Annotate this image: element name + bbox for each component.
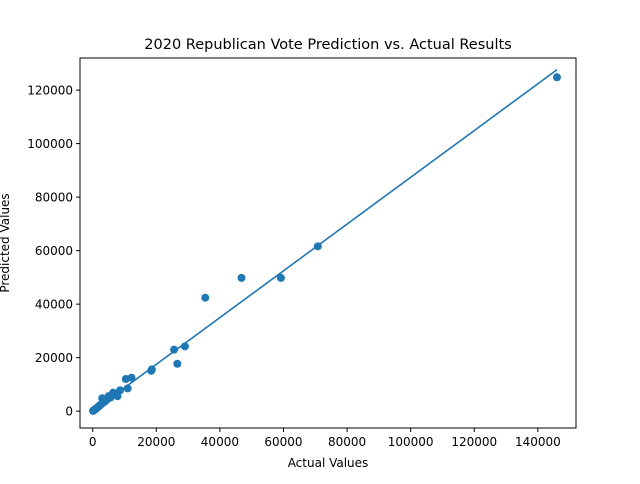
data-point	[170, 345, 179, 354]
data-point	[121, 375, 130, 384]
y-tick-label: 120000	[27, 84, 73, 98]
x-tick-label: 40000	[201, 435, 239, 449]
data-point	[147, 366, 156, 375]
x-tick-label: 80000	[328, 435, 366, 449]
data-point	[276, 273, 285, 282]
y-tick-label: 0	[65, 405, 73, 419]
data-point	[173, 359, 182, 368]
data-point	[89, 406, 98, 415]
y-tick-label: 40000	[35, 298, 73, 312]
data-point	[237, 273, 246, 282]
x-tick-label: 0	[89, 435, 97, 449]
x-tick-label: 120000	[451, 435, 497, 449]
x-tick-label: 60000	[264, 435, 302, 449]
x-tick-label: 20000	[137, 435, 175, 449]
data-point	[180, 342, 189, 351]
plot-area	[89, 69, 561, 415]
x-tick-label: 140000	[515, 435, 561, 449]
x-tick-label: 100000	[388, 435, 434, 449]
fit-line	[92, 69, 558, 412]
data-point	[552, 73, 561, 82]
plot-frame	[79, 57, 577, 429]
chart-title: 2020 Republican Vote Prediction vs. Actu…	[144, 37, 511, 53]
y-tick-label: 100000	[27, 137, 73, 151]
y-axis-label: Predicted Values	[0, 193, 12, 292]
y-tick-label: 60000	[35, 244, 73, 258]
data-point	[123, 384, 132, 393]
y-tick-label: 80000	[35, 191, 73, 205]
data-point	[201, 293, 210, 302]
axis-ticks: 0 20000 40000 60000 80000 100000 120000 140000 0…	[27, 84, 561, 449]
x-axis-label: Actual Values	[288, 456, 369, 470]
data-point	[313, 242, 322, 251]
y-tick-label: 20000	[35, 351, 73, 365]
